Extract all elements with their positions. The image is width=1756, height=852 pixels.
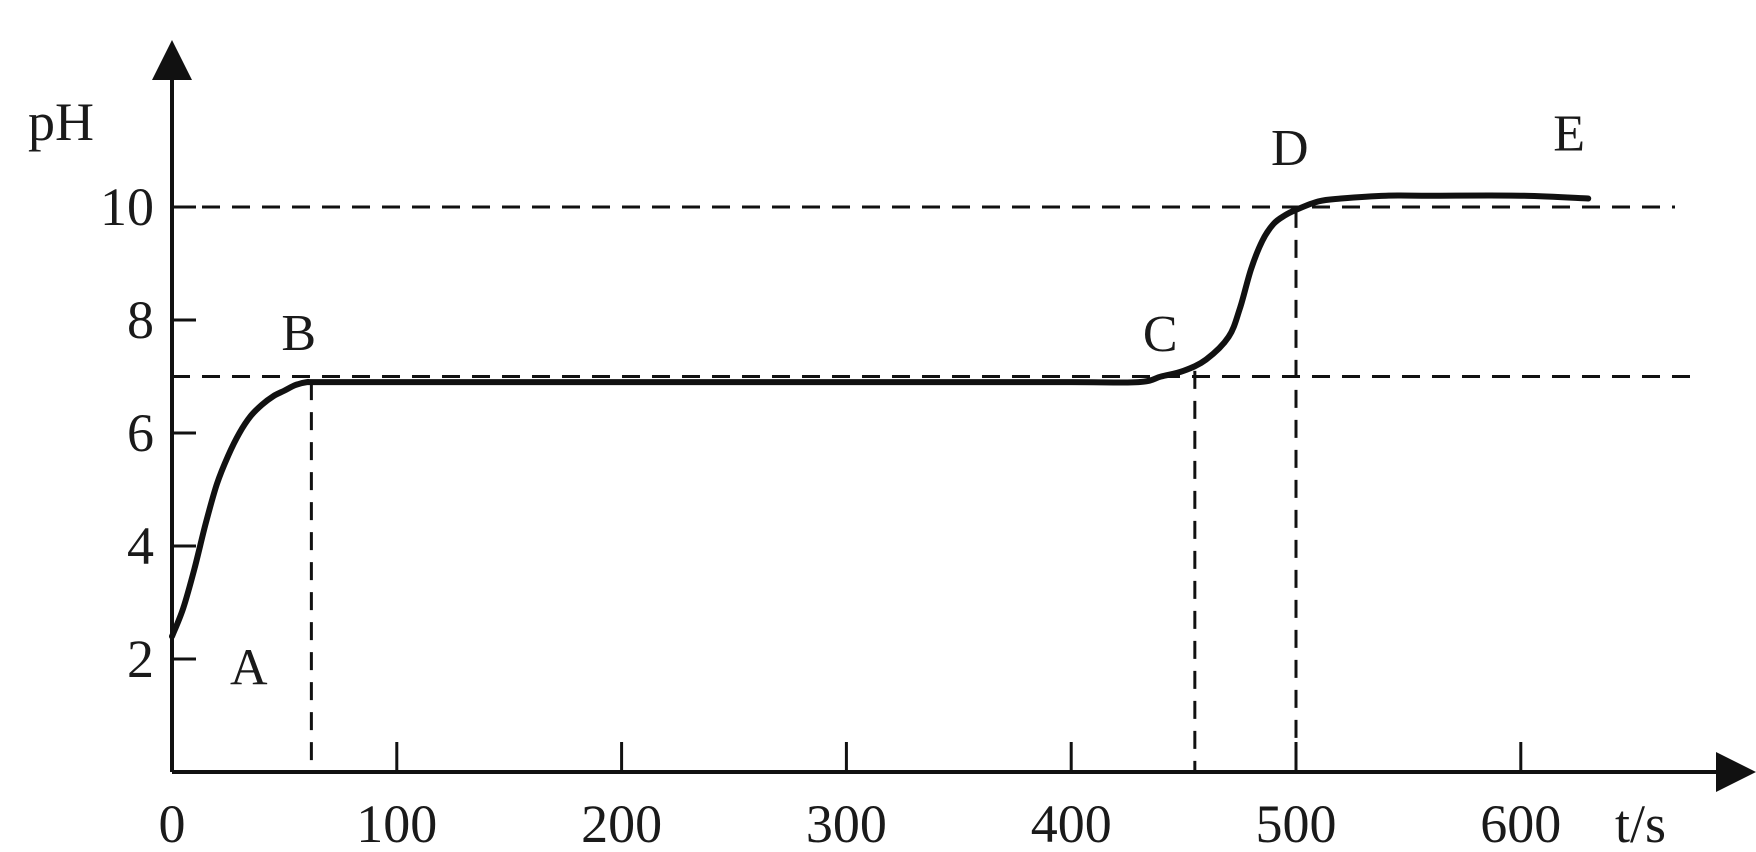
x-tick-label: 100 xyxy=(356,794,437,852)
reference-lines xyxy=(172,205,1700,772)
ticks: 0 100 200 300 400 500 600 2 4 6 8 10 xyxy=(100,177,1561,852)
point-label-a: A xyxy=(230,639,268,696)
x-tick-label: 600 xyxy=(1480,794,1561,852)
point-labels: A B C D E xyxy=(230,106,1585,697)
x-tick-label: 400 xyxy=(1031,794,1112,852)
series-group xyxy=(169,192,1592,640)
axes xyxy=(152,40,1756,792)
x-tick-label: 0 xyxy=(159,794,186,852)
x-tick-label: 300 xyxy=(806,794,887,852)
point-label-c: C xyxy=(1143,306,1178,363)
y-axis-label: pH xyxy=(28,92,94,152)
y-tick-label: 4 xyxy=(127,516,154,576)
point-label-d: D xyxy=(1271,120,1309,177)
y-tick-label: 8 xyxy=(127,290,154,350)
y-tick-label: 2 xyxy=(127,629,154,689)
x-tick-label: 200 xyxy=(581,794,662,852)
y-tick-label: 6 xyxy=(127,403,154,463)
point-label-b: B xyxy=(281,305,316,362)
point-label-e: E xyxy=(1553,106,1585,163)
y-tick-label: 10 xyxy=(100,177,154,237)
ph-curve xyxy=(169,192,1592,640)
x-axis-label: t/s xyxy=(1615,794,1666,852)
x-tick-label: 500 xyxy=(1256,794,1337,852)
